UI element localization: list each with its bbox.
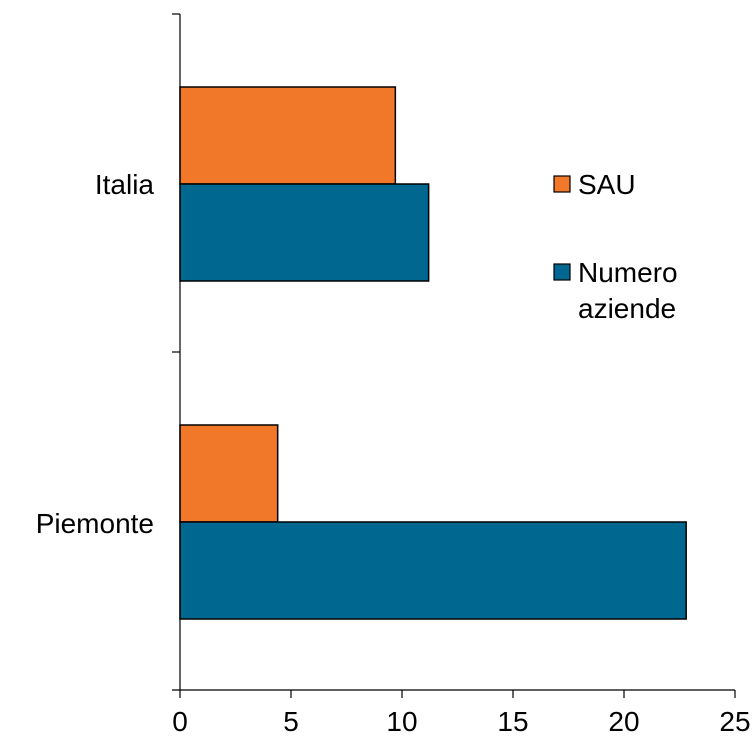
x-tick-label-15: 15 [497, 706, 528, 737]
legend-label-sau: SAU [578, 169, 636, 200]
legend: SAU Numero aziende [553, 169, 685, 324]
bar-numero-aziende-piemonte [179, 521, 687, 620]
legend-swatch-sau [553, 175, 571, 193]
category-label-piemonte: Piemonte [36, 508, 154, 539]
bar-sau-piemonte [179, 424, 279, 523]
x-tick-label-10: 10 [386, 706, 417, 737]
bars-group [179, 86, 687, 620]
bar-numero-aziende-italia [179, 183, 430, 282]
legend-label-line-1: Numero [578, 257, 678, 288]
legend-swatch-numero-aziende [553, 263, 571, 281]
bar-sau-italia [179, 86, 397, 185]
x-tick-label-5: 5 [283, 706, 299, 737]
y-categories-group: Italia Piemonte [36, 13, 180, 539]
category-label-italia: Italia [95, 169, 155, 200]
legend-label-numero-aziende: Numero aziende [578, 257, 685, 324]
x-ticks-group: 0 5 10 15 20 25 [172, 690, 751, 737]
x-tick-label-25: 25 [719, 706, 750, 737]
legend-label-line-2: aziende [578, 293, 676, 324]
x-tick-label-0: 0 [172, 706, 188, 737]
x-tick-label-20: 20 [608, 706, 639, 737]
